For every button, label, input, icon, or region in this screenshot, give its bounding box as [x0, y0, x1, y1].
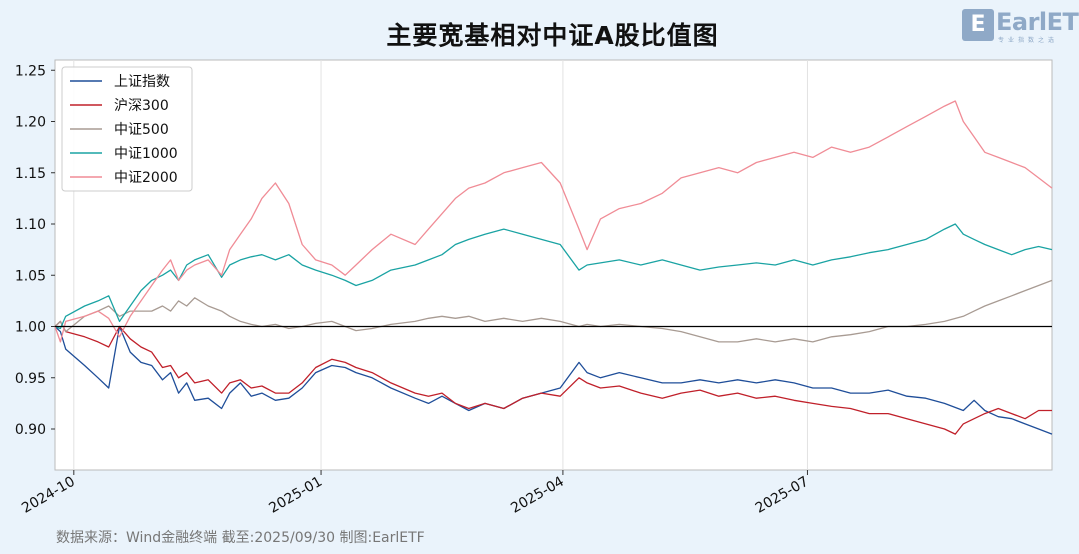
x-axis: 2024-10 2025-01 2025-04 2025-07 [19, 470, 811, 517]
series-line [54, 325, 1053, 435]
chart-title: 主要宽基相对中证A股比值图 [386, 21, 719, 50]
series-line [54, 320, 1052, 435]
source-note: 数据来源：Wind金融终端 截至:2025/09/30 制图:EarlETF [56, 530, 425, 546]
series-lines [54, 100, 1053, 435]
plot-area [54, 59, 1053, 471]
y-tick-label: 1.20 [15, 115, 46, 131]
y-tick-label: 1.00 [15, 320, 46, 336]
legend-box [61, 66, 193, 192]
series-line [54, 279, 1053, 343]
y-tick-label: 0.90 [15, 422, 46, 438]
legend-label: 上证指数 [114, 74, 170, 90]
x-tick-label: 2025-01 [266, 474, 325, 517]
series-line [54, 100, 1053, 343]
y-tick-label: 1.05 [15, 268, 46, 284]
legend-label: 中证2000 [114, 170, 178, 186]
logo-subtitle: 专业指数之选 [998, 37, 1059, 44]
y-tick-label: 1.10 [15, 217, 46, 233]
logo-mark: E [962, 9, 994, 41]
series-line [54, 223, 1053, 330]
legend-label: 沪深300 [114, 98, 169, 114]
x-tick-label: 2025-07 [753, 474, 812, 517]
earletf-logo: E EarlETF 专业指数之选 [962, 8, 1079, 44]
y-axis: 0.90 0.95 1.00 1.05 1.10 1.15 1.20 1.25 [15, 63, 55, 438]
x-tick-label: 2024-10 [19, 474, 78, 517]
x-tick-label: 2025-04 [508, 474, 567, 517]
logo-text: EarlETF [996, 8, 1079, 36]
y-tick-label: 1.15 [15, 166, 46, 182]
legend-label: 中证500 [114, 122, 169, 138]
legend-label: 中证1000 [114, 146, 178, 162]
y-tick-label: 0.95 [15, 371, 46, 387]
y-tick-label: 1.25 [15, 63, 46, 79]
